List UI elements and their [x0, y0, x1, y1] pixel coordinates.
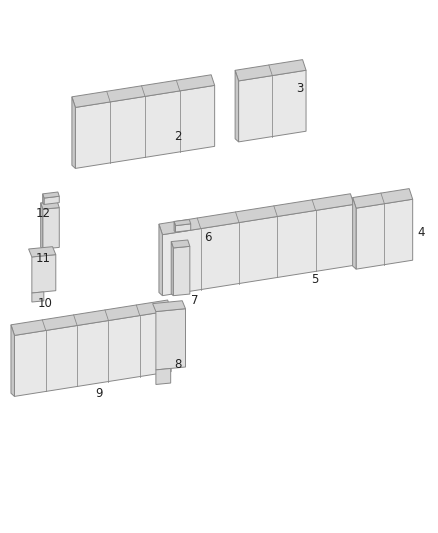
- Polygon shape: [72, 97, 75, 168]
- Text: 12: 12: [35, 207, 50, 220]
- Polygon shape: [356, 199, 413, 269]
- Polygon shape: [41, 203, 43, 249]
- Text: 11: 11: [35, 252, 50, 265]
- Polygon shape: [11, 325, 14, 397]
- Polygon shape: [174, 220, 191, 225]
- Text: 6: 6: [205, 231, 212, 244]
- Polygon shape: [159, 224, 162, 296]
- Polygon shape: [353, 189, 413, 208]
- Polygon shape: [239, 70, 306, 142]
- Polygon shape: [28, 247, 56, 257]
- Polygon shape: [171, 241, 173, 296]
- Polygon shape: [156, 368, 171, 384]
- Polygon shape: [43, 208, 59, 249]
- Polygon shape: [171, 240, 190, 248]
- Text: 3: 3: [296, 83, 303, 95]
- Text: 9: 9: [95, 387, 103, 400]
- Polygon shape: [176, 224, 191, 232]
- Polygon shape: [32, 255, 56, 293]
- Polygon shape: [162, 204, 354, 296]
- Polygon shape: [152, 301, 185, 312]
- Polygon shape: [72, 75, 215, 108]
- Text: 10: 10: [38, 297, 53, 310]
- Polygon shape: [75, 85, 215, 168]
- Polygon shape: [14, 311, 171, 397]
- Polygon shape: [174, 221, 176, 232]
- Polygon shape: [353, 198, 356, 269]
- Polygon shape: [11, 300, 171, 335]
- Text: 2: 2: [174, 130, 181, 143]
- Text: 4: 4: [417, 225, 425, 239]
- Polygon shape: [159, 194, 354, 235]
- Polygon shape: [235, 70, 239, 142]
- Text: 8: 8: [174, 358, 181, 371]
- Polygon shape: [42, 194, 44, 205]
- Polygon shape: [44, 196, 59, 205]
- Text: 5: 5: [311, 273, 318, 286]
- Polygon shape: [156, 309, 185, 370]
- Polygon shape: [42, 192, 59, 198]
- Text: 7: 7: [191, 294, 199, 308]
- Polygon shape: [32, 292, 44, 302]
- Polygon shape: [41, 201, 59, 209]
- Polygon shape: [235, 60, 306, 81]
- Polygon shape: [173, 246, 190, 296]
